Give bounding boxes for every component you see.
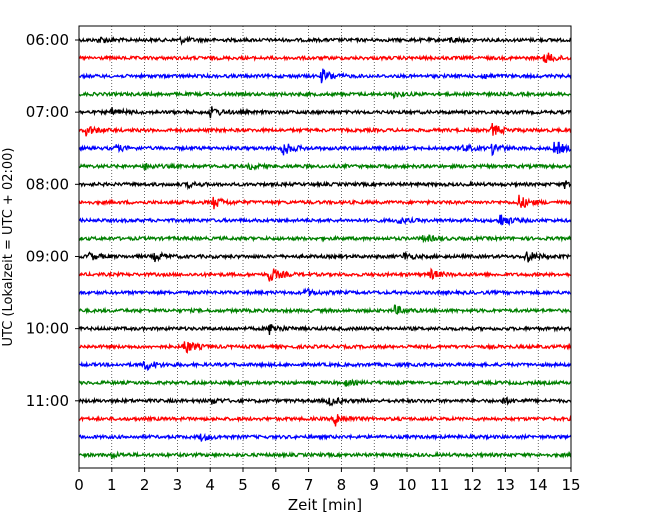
x-tick-label: 12 (463, 476, 482, 494)
x-tick-label: 14 (529, 476, 548, 494)
seismic-traces (78, 35, 572, 460)
trace-line (78, 341, 572, 354)
trace-line (78, 194, 572, 210)
trace-line (78, 106, 572, 119)
trace-line (78, 162, 572, 171)
trace-line (78, 267, 572, 282)
x-axis-label: Zeit [min] (288, 496, 362, 514)
x-tick-label: 1 (107, 476, 117, 494)
y-axis-ticks: 06:00 07:00 08:00 09:00 10:00 11:00 (26, 31, 79, 410)
y-tick-label: 10:00 (26, 320, 69, 338)
trace-line (78, 52, 572, 63)
trace-line (78, 324, 572, 335)
x-tick-label: 7 (304, 476, 314, 494)
trace-line (78, 68, 572, 84)
x-tick-label: 0 (74, 476, 84, 494)
trace-line (78, 250, 572, 263)
trace-line (78, 214, 572, 227)
trace-line (78, 122, 572, 137)
x-tick-label: 4 (205, 476, 215, 494)
trace-line (78, 414, 572, 427)
y-tick-label: 09:00 (26, 247, 69, 265)
trace-line (78, 141, 572, 157)
trace-line (78, 378, 572, 388)
trace-line (78, 396, 572, 407)
trace-line (78, 432, 572, 442)
y-tick-label: 06:00 (26, 31, 69, 49)
x-tick-label: 8 (337, 476, 347, 494)
x-tick-label: 2 (140, 476, 150, 494)
x-tick-label: 3 (173, 476, 183, 494)
x-tick-label: 10 (397, 476, 416, 494)
trace-line (78, 234, 572, 244)
trace-line (78, 287, 572, 297)
plot-area-background (79, 26, 571, 468)
trace-line (78, 360, 572, 372)
x-tick-label: 9 (369, 476, 379, 494)
trace-line (78, 89, 572, 100)
trace-line (78, 180, 572, 191)
y-tick-label: 11:00 (26, 392, 69, 410)
x-axis-ticks: 0 1 2 3 4 5 6 7 8 9 10 11 12 13 14 15 (74, 468, 581, 494)
y-tick-label: 08:00 (26, 175, 69, 193)
x-tick-label: 15 (561, 476, 580, 494)
x-tick-label: 6 (271, 476, 281, 494)
trace-line (78, 35, 572, 46)
x-tick-label: 11 (430, 476, 449, 494)
y-tick-label: 07:00 (26, 103, 69, 121)
x-tick-label: 13 (496, 476, 515, 494)
trace-line (78, 450, 572, 460)
y-axis-label: UTC (Lokalzeit = UTC + 02:00) (1, 148, 16, 347)
trace-line (79, 304, 572, 315)
plot-frame (78, 25, 572, 469)
x-tick-label: 5 (238, 476, 248, 494)
